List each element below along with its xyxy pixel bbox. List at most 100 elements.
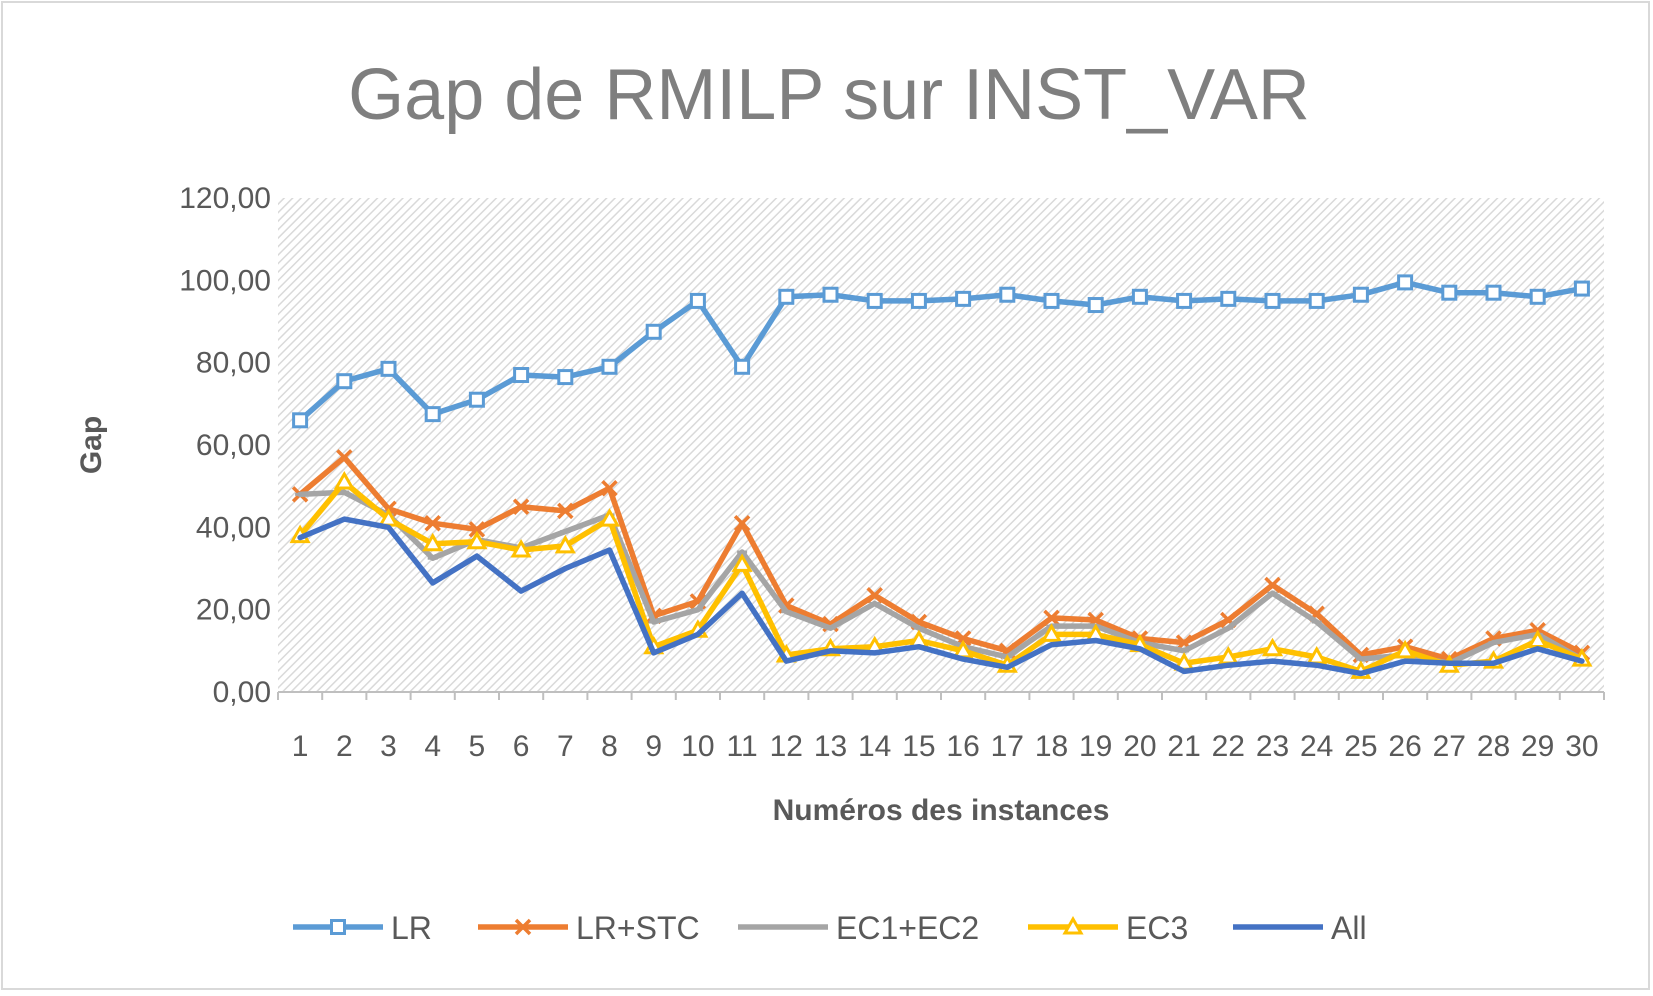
x-tick-label: 2 (336, 730, 353, 763)
data-point (910, 292, 927, 309)
y-tick-label: 60,00 (196, 429, 271, 462)
data-point (1397, 274, 1414, 291)
x-tick-label: 11 (727, 730, 758, 763)
legend-item: All (1233, 910, 1367, 946)
y-tick-label: 40,00 (196, 511, 271, 544)
data-point (1176, 292, 1193, 309)
data-point (510, 538, 532, 558)
data-point (422, 532, 444, 552)
series-line (297, 454, 1585, 662)
legend-item: LR (293, 910, 432, 946)
data-point (557, 369, 574, 386)
legend-item: LR+STC (478, 910, 700, 946)
x-tick-label: 5 (469, 730, 486, 763)
data-point (866, 292, 883, 309)
line-chart: Gap de RMILP sur INST_VAR 0,0020,0040,00… (75, 55, 1605, 946)
data-point (1043, 292, 1060, 309)
data-point (468, 521, 486, 538)
x-tick-label: 3 (380, 730, 397, 763)
x-tick-label: 28 (1477, 730, 1510, 763)
x-tick-label: 24 (1300, 730, 1333, 763)
data-point (645, 323, 662, 340)
legend-label: LR (391, 910, 432, 946)
legend-label: EC1+EC2 (836, 910, 979, 946)
x-tick-label: 25 (1344, 730, 1377, 763)
data-point (1131, 288, 1148, 305)
data-point (1485, 284, 1502, 301)
x-tick-label: 21 (1167, 730, 1200, 763)
legend: LR LR+STC EC1+EC2 EC3 All (293, 910, 1367, 946)
data-point (1043, 609, 1060, 627)
data-point (512, 498, 530, 515)
x-tick-label: 10 (681, 730, 714, 763)
x-axis: 1 2 3 4 5 6 7 8 9 10 11 12 13 14 15 16 17 18 19 20 21 22 23 24 2… (277, 691, 1605, 763)
y-axis-title: Gap (75, 416, 108, 474)
legend-label: LR+STC (576, 910, 700, 946)
series-ec3 (289, 471, 1593, 679)
data-point (424, 514, 441, 532)
data-point (513, 367, 530, 384)
data-point (1352, 286, 1369, 303)
y-axis: 0,00 20,00 40,00 60,00 80,00 100,00 120,00 (179, 182, 271, 709)
data-point (1441, 284, 1458, 301)
y-tick-label: 120,00 (179, 182, 271, 215)
data-point (733, 514, 751, 532)
y-tick-label: 100,00 (179, 264, 271, 297)
x-tick-label: 22 (1212, 730, 1245, 763)
data-point (1040, 623, 1063, 642)
legend-item: EC3 (1028, 910, 1188, 946)
x-tick-label: 20 (1123, 730, 1156, 763)
data-point (999, 286, 1016, 303)
x-tick-label: 30 (1565, 730, 1598, 763)
data-point (333, 471, 355, 490)
x-tick-label: 7 (557, 730, 574, 763)
series-all (297, 516, 1585, 677)
data-point (554, 534, 576, 554)
data-point (598, 508, 621, 527)
x-tick-label: 9 (645, 730, 662, 763)
data-point (734, 358, 751, 375)
data-point (955, 290, 972, 307)
plot-area (278, 198, 1604, 692)
x-tick-label: 17 (991, 730, 1024, 763)
x-tick-label: 13 (814, 730, 847, 763)
series-line (297, 479, 1585, 675)
x-tick-label: 19 (1079, 730, 1112, 763)
data-point (822, 286, 839, 303)
y-tick-label: 80,00 (196, 347, 271, 380)
x-tick-label: 1 (292, 730, 309, 763)
x-axis-title: Numéros des instances (773, 794, 1110, 827)
data-point (424, 406, 441, 423)
chart-title: Gap de RMILP sur INST_VAR (348, 55, 1310, 135)
data-point (330, 919, 346, 935)
x-tick-label: 15 (902, 730, 935, 763)
data-point (1062, 915, 1084, 935)
data-point (292, 412, 309, 429)
data-point (778, 288, 795, 305)
data-point (1087, 297, 1104, 314)
data-point (466, 530, 488, 550)
data-point (336, 449, 353, 466)
legend-label: EC3 (1126, 910, 1188, 946)
data-point (1308, 292, 1325, 309)
data-point (514, 918, 532, 936)
data-point (731, 553, 753, 572)
y-tick-label: 20,00 (196, 594, 271, 627)
data-point (689, 292, 706, 309)
x-tick-label: 14 (858, 730, 891, 763)
data-point (1394, 639, 1416, 659)
x-tick-label: 8 (601, 730, 618, 763)
x-tick-label: 12 (770, 730, 803, 763)
x-tick-label: 27 (1433, 730, 1466, 763)
data-point (557, 502, 574, 520)
x-tick-label: 18 (1035, 730, 1068, 763)
data-point (1529, 288, 1546, 305)
data-point (1264, 292, 1281, 309)
x-tick-label: 29 (1521, 730, 1554, 763)
x-tick-label: 6 (513, 730, 530, 763)
data-point (1573, 280, 1590, 297)
series-line (297, 516, 1585, 677)
x-tick-label: 26 (1388, 730, 1421, 763)
data-point (1264, 576, 1281, 594)
